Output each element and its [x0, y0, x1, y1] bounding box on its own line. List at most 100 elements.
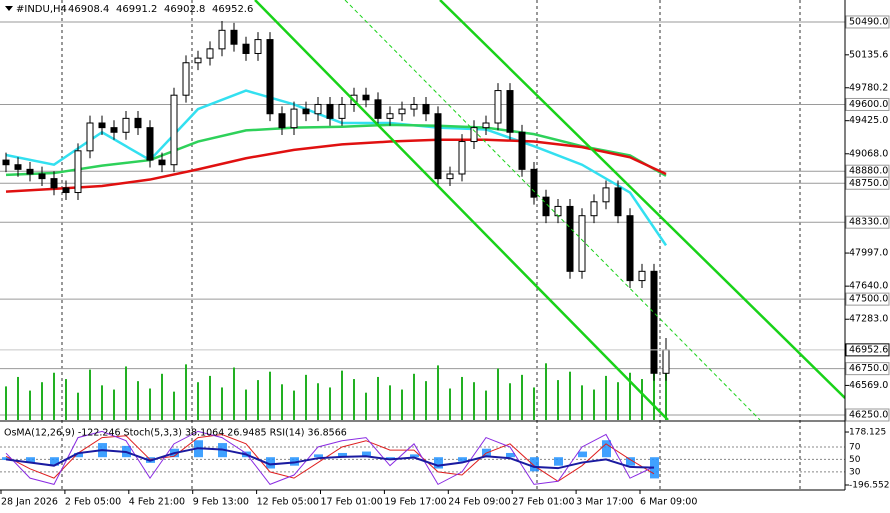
y-tick-label: 47997.0	[849, 248, 888, 259]
candle-body	[578, 215, 586, 272]
candle-body	[494, 90, 502, 124]
candle-body	[38, 173, 46, 180]
candle-body	[650, 270, 658, 374]
candle-body	[602, 187, 610, 203]
candle-body	[566, 205, 574, 272]
volume-bar	[605, 375, 607, 420]
candle-body	[386, 113, 394, 119]
volume-bar	[545, 363, 547, 420]
volume-bar	[305, 374, 307, 420]
level-label-box	[845, 362, 890, 376]
y-tick-label: 48750.0	[849, 178, 888, 189]
y-tick-label: 50135.6	[849, 49, 888, 60]
candle-body	[434, 113, 442, 180]
osma-bar	[458, 457, 467, 462]
candle-body	[86, 122, 94, 152]
candle-body	[182, 62, 190, 96]
menu-arrow[interactable]	[5, 6, 13, 11]
volume-bar	[329, 387, 331, 420]
osma-bar	[626, 457, 635, 466]
y-tick-label: 48330.0	[849, 217, 888, 228]
price-panel	[0, 21, 845, 420]
volume-bar	[257, 380, 259, 420]
osma-bar	[434, 457, 443, 469]
volume-bar	[17, 376, 19, 420]
moving-average	[5, 123, 667, 177]
volume-bar	[125, 366, 127, 420]
osma-bar	[602, 440, 611, 458]
header-value: 46952.6	[212, 4, 253, 15]
candle-body	[398, 108, 406, 115]
osma-bar	[266, 457, 275, 469]
osma-bar	[362, 451, 371, 458]
osma-bar	[50, 457, 59, 466]
volume-bar	[341, 370, 343, 420]
current-price-label: 46952.6	[849, 344, 888, 355]
candle-body	[290, 108, 298, 129]
candle-body	[590, 201, 598, 217]
candle-body	[158, 159, 166, 166]
candle-body	[362, 94, 370, 101]
x-tick-label: 6 Mar 09:00	[640, 497, 697, 508]
volume-bar	[197, 382, 199, 420]
candle-body	[470, 127, 478, 143]
x-tick-label: 19 Feb 17:00	[384, 497, 446, 508]
x-tick-label: 2 Feb 05:00	[65, 497, 121, 508]
level-label-box	[845, 215, 890, 229]
header-ohlc: 46908.4 46991.2 46902.8 46952.6	[68, 4, 253, 15]
candle-body	[446, 173, 454, 180]
volume-bar	[161, 373, 163, 420]
rsi-line	[5, 447, 655, 470]
candle-body	[554, 205, 562, 217]
volume-bar	[317, 383, 319, 420]
y-tick-label: 46750.0	[849, 363, 888, 374]
volume-bar	[113, 389, 115, 420]
candle-body	[326, 103, 334, 119]
volume-bar	[233, 367, 235, 420]
volume-bar	[137, 381, 139, 420]
indicator-panel	[0, 430, 845, 486]
candle-body	[2, 159, 10, 166]
level-label-box	[845, 292, 890, 306]
symbol-title: #INDU,H4	[16, 4, 67, 15]
candle-body	[458, 141, 466, 175]
candle-body	[614, 187, 622, 217]
osma-bar	[530, 457, 539, 472]
candle-body	[98, 122, 106, 129]
y-tick-label: 46569.0	[849, 380, 888, 391]
volume-bar	[581, 385, 583, 420]
candle-body	[662, 349, 670, 374]
candle-body	[374, 99, 382, 119]
x-tick-label: 17 Feb 01:00	[321, 497, 383, 508]
y-tick-label: 48880.0	[849, 166, 888, 177]
volume-bar	[593, 389, 595, 420]
volume-bar	[101, 385, 103, 420]
candle-body	[50, 178, 58, 189]
stoch_signal-line	[5, 433, 655, 482]
volume-bar	[389, 385, 391, 420]
vertical-grid	[61, 0, 801, 490]
volume-bar	[461, 376, 463, 420]
volume-bar	[425, 381, 427, 420]
x-tick-label: 4 Feb 21:00	[129, 497, 185, 508]
candle-body	[206, 48, 214, 59]
osma-bar	[314, 454, 323, 458]
candle-body	[542, 196, 550, 217]
volume-bar	[533, 387, 535, 420]
y-tick-label: 50490.0	[849, 16, 888, 27]
volume-bar	[365, 392, 367, 420]
volume-bar	[521, 374, 523, 420]
volume-bar	[665, 370, 667, 420]
volume-bar	[53, 372, 55, 420]
axes: 50490.0 50135.6 49780.2 49600.0 49425.0 49068…	[0, 15, 890, 508]
osma-bar	[290, 457, 299, 466]
header-value: 46908.4	[68, 4, 109, 15]
x-tick-label: 3 Mar 17:00	[576, 497, 633, 508]
osma-bar	[26, 457, 35, 463]
y-tick-label: 46250.0	[849, 409, 888, 420]
volume-bar	[569, 371, 571, 420]
indicator-tick-label: 50	[849, 455, 861, 465]
candle-body	[254, 39, 262, 54]
y-tick-label: 49068.0	[849, 148, 888, 159]
candle-body	[194, 57, 202, 64]
